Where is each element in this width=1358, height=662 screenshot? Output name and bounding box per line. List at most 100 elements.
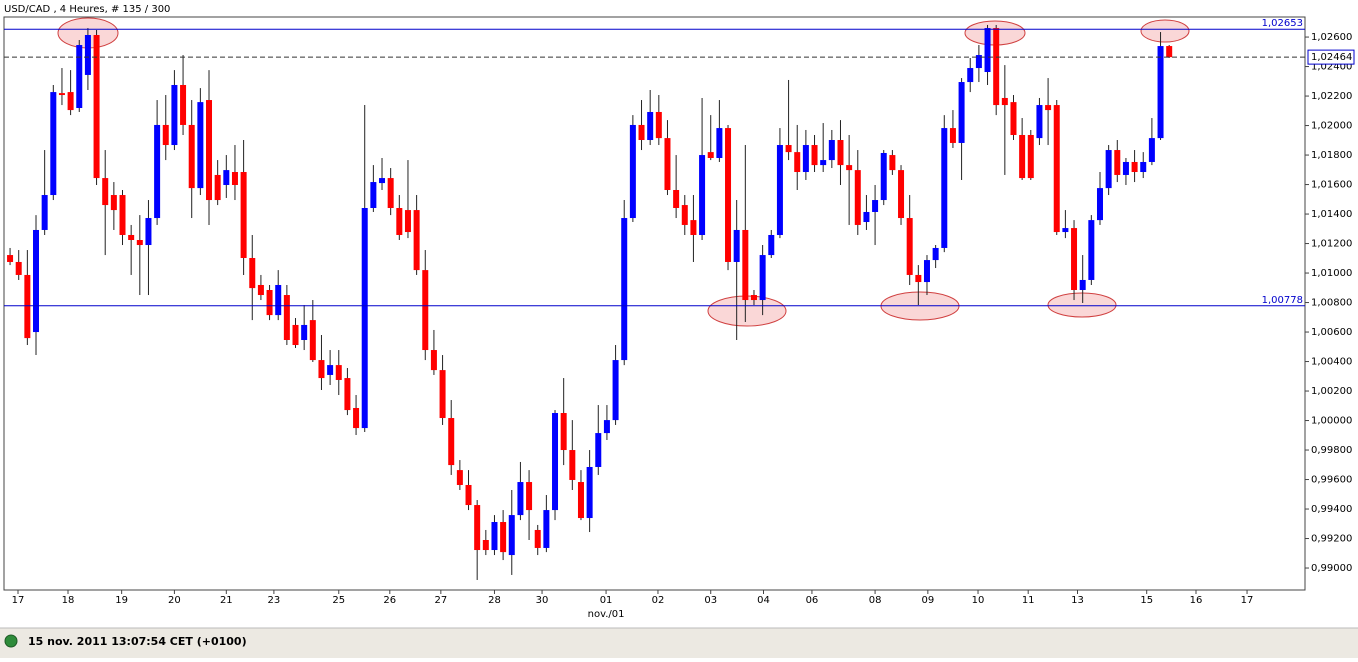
x-tick-label: 18 [62, 595, 75, 606]
candle-body [759, 255, 766, 301]
candle-body [240, 172, 247, 258]
candle-body [699, 155, 706, 235]
candle-body [664, 138, 671, 191]
y-tick-label: 1,02600 [1311, 32, 1352, 43]
y-tick-label: 1,01800 [1311, 150, 1352, 161]
x-tick-label: 17 [12, 595, 25, 606]
candle-body [820, 160, 827, 166]
candle-body [707, 152, 714, 159]
candle-body [742, 229, 749, 301]
x-tick-label: 28 [488, 595, 501, 606]
candle-body [898, 170, 905, 219]
candle-body [811, 145, 818, 166]
candle-body [889, 155, 896, 171]
current-price-box [1307, 49, 1355, 65]
candle-body [1045, 105, 1052, 111]
candle-body [214, 174, 221, 201]
candle-body [1010, 102, 1017, 135]
candle-body [266, 290, 273, 316]
x-tick-label: 06 [806, 595, 819, 606]
candle-body [456, 470, 463, 485]
candle-body [1131, 161, 1138, 173]
candle-body [595, 433, 602, 467]
candle-body [1122, 161, 1129, 175]
candle-body [1114, 150, 1121, 175]
candle-body [586, 466, 593, 519]
candle-body [837, 140, 844, 166]
candle-body [993, 28, 1000, 106]
candle-body [249, 257, 256, 289]
candle-body [58, 93, 65, 96]
candle-body [880, 152, 887, 201]
candle-body [145, 218, 152, 246]
candle-body [612, 360, 619, 421]
candle-body [491, 522, 498, 551]
candle-body [370, 182, 377, 208]
candle-body [15, 261, 22, 275]
y-tick-label: 1,02200 [1311, 91, 1352, 102]
x-tick-label: 03 [704, 595, 717, 606]
chart-title: USD/CAD , 4 Heures, # 135 / 300 [4, 4, 170, 15]
candle-body [647, 111, 654, 141]
candle-body [335, 365, 342, 380]
candle-body [1001, 97, 1008, 106]
candle-body [1079, 279, 1086, 291]
candle-body [863, 211, 870, 223]
x-tick-label: 19 [115, 595, 128, 606]
candle-body [387, 178, 394, 208]
highlight [707, 295, 787, 327]
x-tick-label: 10 [972, 595, 985, 606]
y-tick-label: 1,01400 [1311, 209, 1352, 220]
level-label: 1,00778 [1262, 295, 1303, 306]
candle-body [846, 165, 853, 171]
candle-body [569, 450, 576, 480]
current-price-label: 1,02464 [1311, 52, 1352, 63]
candle-body [906, 218, 913, 275]
candle-body [941, 128, 948, 248]
candle-body [577, 482, 584, 519]
candle-body [7, 255, 14, 262]
candle-body [422, 270, 429, 351]
candle-body [275, 284, 282, 316]
candle-body [41, 195, 48, 230]
candle-body [655, 111, 662, 139]
x-tick-label: 01 [600, 595, 613, 606]
x-tick-label: 08 [869, 595, 882, 606]
candle-body [923, 260, 930, 283]
x-tick-label: 21 [220, 595, 233, 606]
y-tick-label: 1,02400 [1311, 62, 1352, 73]
candle-body [802, 145, 809, 173]
candle-body [188, 124, 195, 189]
candle-body [119, 195, 126, 235]
candle-body [949, 128, 956, 143]
candle-body [76, 45, 83, 109]
candle-body [180, 84, 187, 125]
candle-body [794, 152, 801, 173]
candle-body [154, 124, 161, 219]
candle-body [223, 170, 230, 185]
y-tick-label: 0,99800 [1311, 445, 1352, 456]
candle-body [603, 420, 610, 434]
candle-body [318, 360, 325, 379]
plot-frame [3, 16, 1306, 591]
candle-body [621, 218, 628, 361]
candle-body [448, 418, 455, 466]
candle-body [828, 140, 835, 161]
candle-body [482, 540, 489, 551]
candle-body [292, 324, 299, 346]
candle-body [768, 234, 775, 256]
candle-body [690, 220, 697, 235]
candle-body [629, 124, 636, 219]
candle-body [110, 195, 117, 211]
candle-body [33, 229, 40, 333]
candle-body [344, 378, 351, 411]
candle-body [534, 529, 541, 548]
candle-body [24, 274, 31, 339]
candle-body [733, 229, 740, 262]
status-dot [4, 634, 18, 648]
candle-body [872, 200, 879, 212]
candle-body [673, 190, 680, 208]
y-tick-label: 1,00600 [1311, 327, 1352, 338]
candle-body [958, 82, 965, 143]
candle-body [353, 407, 360, 429]
